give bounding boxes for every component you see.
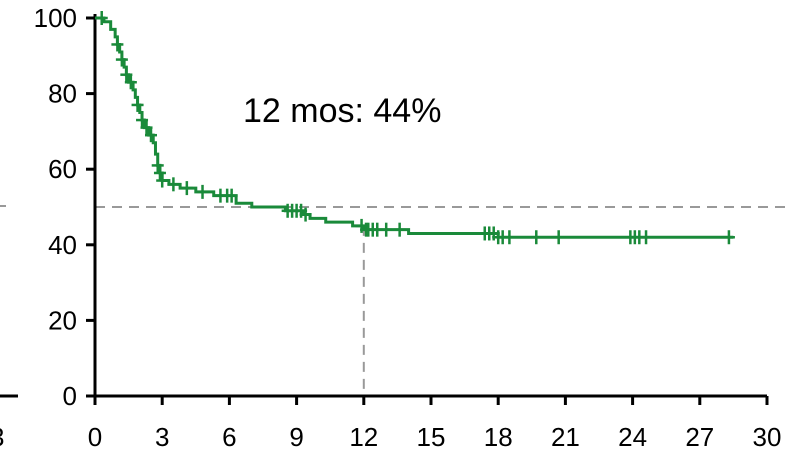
censor-mark	[151, 158, 164, 173]
x-tick-label: 12	[349, 422, 378, 452]
x-tick-label: 9	[289, 422, 303, 452]
y-tick-label: 0	[63, 381, 77, 411]
x-axis-ticks: 0 3 6 9 12 15 18 21 24 27 30	[88, 396, 782, 452]
reference-lines	[95, 206, 785, 396]
censor-mark	[167, 177, 180, 192]
y-tick-label: 80	[48, 79, 77, 109]
y-tick-label: 100	[34, 3, 77, 33]
censor-mark	[145, 128, 157, 143]
cropped-neighbor-tick-label: 3	[0, 422, 4, 452]
y-tick-label: 40	[48, 230, 77, 260]
y-axis-ticks: 0 20 40 60 80 100	[34, 3, 95, 411]
censor-mark	[180, 181, 193, 196]
y-tick-label: 60	[48, 154, 77, 184]
censor-mark	[120, 67, 133, 82]
censor-mark	[640, 230, 653, 245]
x-tick-label: 24	[618, 422, 647, 452]
x-tick-label: 0	[88, 422, 102, 452]
x-tick-label: 3	[155, 422, 169, 452]
x-tick-label: 30	[753, 422, 782, 452]
x-tick-label: 18	[484, 422, 513, 452]
censor-marks	[95, 11, 735, 245]
axes	[87, 14, 767, 404]
censor-mark	[380, 222, 393, 237]
censor-mark	[156, 173, 169, 188]
censor-mark	[140, 120, 153, 135]
censor-mark	[299, 207, 312, 222]
censor-mark	[225, 188, 238, 203]
censor-mark	[530, 230, 543, 245]
landmark-annotation: 12 mos: 44%	[243, 92, 441, 130]
x-tick-label: 27	[685, 422, 714, 452]
censor-mark	[722, 230, 735, 245]
y-tick-label: 20	[48, 305, 77, 335]
x-tick-label: 6	[222, 422, 236, 452]
censor-mark	[503, 230, 516, 245]
censor-mark	[552, 230, 565, 245]
x-tick-label: 21	[551, 422, 580, 452]
censor-mark	[95, 11, 108, 25]
censor-mark	[153, 165, 166, 180]
censor-mark	[196, 184, 209, 199]
x-tick-label: 15	[417, 422, 446, 452]
censor-mark	[393, 222, 406, 237]
censor-mark	[136, 113, 149, 128]
censor-mark	[115, 52, 128, 67]
censor-mark	[111, 37, 124, 52]
censor-mark	[124, 75, 137, 90]
censor-mark	[131, 97, 144, 112]
